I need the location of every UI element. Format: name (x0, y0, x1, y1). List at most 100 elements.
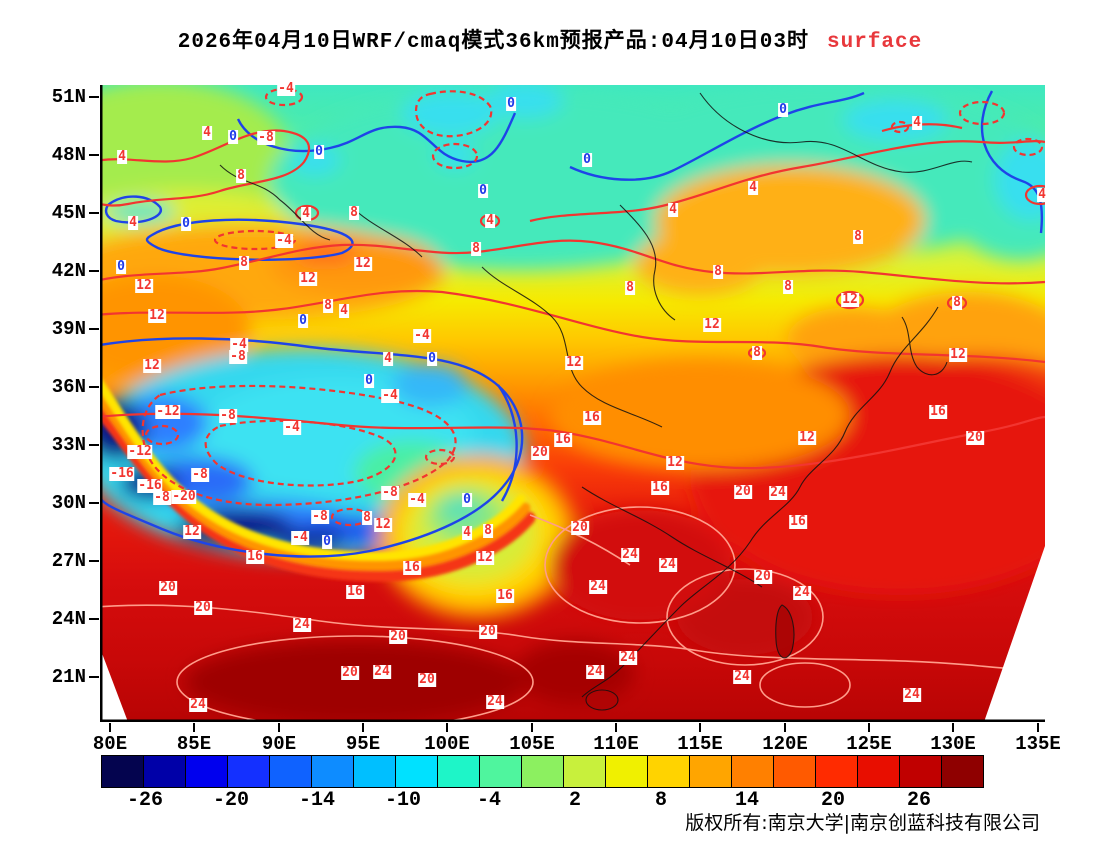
x-axis-line (100, 719, 1045, 722)
y-tick-label: 51N (51, 86, 86, 108)
contour-value-label: 16 (789, 514, 807, 529)
contour-value-label: 0 (322, 534, 332, 549)
contour-value-label: 12 (143, 358, 161, 373)
x-tick-label: 105E (509, 733, 555, 755)
y-tick-label: 30N (51, 492, 86, 514)
contour-value-label: 4 (117, 149, 127, 164)
contour-value-label: 12 (703, 317, 721, 332)
contour-value-label: 24 (589, 579, 607, 594)
contour-value-label: 12 (183, 524, 201, 539)
colorbar-cell (479, 755, 522, 788)
y-tick-mark (89, 328, 99, 330)
colorbar-cell (227, 755, 270, 788)
contour-value-label: 16 (496, 588, 514, 603)
colorbar-tick-label: 14 (734, 789, 760, 812)
contour-value-label: 0 (462, 492, 472, 507)
colorbar-cell (353, 755, 396, 788)
contour-value-label: 24 (621, 547, 639, 562)
contour-value-label: 20 (754, 569, 772, 584)
colorbar-cell (311, 755, 354, 788)
x-tick-label: 80E (92, 733, 128, 755)
contour-value-label: 0 (427, 351, 437, 366)
contour-value-label: 12 (476, 550, 494, 565)
contour-value-label: 24 (733, 669, 751, 684)
x-tick-mark (531, 723, 533, 732)
colorbar-tick-label: -10 (384, 789, 422, 812)
contour-value-label: 16 (346, 584, 364, 599)
colorbar-tick-label: 2 (568, 789, 582, 812)
temperature-contour-map (100, 85, 1045, 722)
contour-value-label: 8 (713, 264, 723, 279)
x-tick-label: 135E (1015, 733, 1061, 755)
hainan-island (585, 689, 619, 711)
colorbar-cell (521, 755, 564, 788)
x-tick-label: 120E (762, 733, 808, 755)
title-surface-tag: surface (827, 31, 923, 54)
x-tick-label: 130E (930, 733, 976, 755)
contour-value-label: -12 (155, 404, 181, 419)
y-tick-label: 33N (51, 434, 86, 456)
copyright-text: 版权所有:南京大学|南京创蓝科技有限公司 (685, 812, 1040, 834)
x-tick-mark (1037, 723, 1039, 732)
contour-value-label: 8 (952, 295, 962, 310)
contour-value-label: 16 (651, 480, 669, 495)
contour-value-label: 12 (135, 278, 153, 293)
contour-value-label: 8 (625, 280, 635, 295)
contour-value-label: 8 (349, 205, 359, 220)
contour-value-label: 24 (486, 694, 504, 709)
x-tick-label: 110E (593, 733, 639, 755)
y-tick-label: 45N (51, 202, 86, 224)
colorbar (101, 755, 984, 788)
contour-value-label: -16 (109, 466, 135, 481)
y-tick-label: 24N (51, 608, 86, 630)
colorbar-cell (647, 755, 690, 788)
contour-value-label: -16 (137, 478, 163, 493)
contour-value-label: 0 (314, 144, 324, 159)
contour-value-label: 8 (323, 298, 333, 313)
title-main: 2026年04月10日WRF/cmaq模式36km预报产品:04月10日03时 (177, 31, 810, 54)
colorbar-cell (395, 755, 438, 788)
contour-value-label: 24 (659, 557, 677, 572)
x-tick-label: 100E (424, 733, 470, 755)
contour-value-label: 12 (565, 355, 583, 370)
colorbar-tick-label: -20 (212, 789, 250, 812)
taiwan-island (775, 604, 795, 659)
contour-value-label: -8 (191, 467, 209, 482)
contour-value-label: -8 (153, 490, 171, 505)
contour-value-label: 20 (479, 624, 497, 639)
y-tick-label: 42N (51, 260, 86, 282)
x-tick-mark (446, 723, 448, 732)
contour-value-label: 12 (299, 271, 317, 286)
contour-value-label: 20 (159, 580, 177, 595)
contour-value-label: 8 (239, 255, 249, 270)
colorbar-cell (269, 755, 312, 788)
contour-value-label: 24 (793, 585, 811, 600)
colorbar-cell (605, 755, 648, 788)
colorbar-cell (689, 755, 732, 788)
x-tick-mark (615, 723, 617, 732)
x-tick-mark (362, 723, 364, 732)
contour-value-label: 4 (462, 525, 472, 540)
contour-value-label: 8 (362, 510, 372, 525)
colorbar-cell (773, 755, 816, 788)
contour-value-label: 12 (949, 347, 967, 362)
south-contours (100, 506, 1045, 722)
x-tick-label: 85E (176, 733, 212, 755)
colorbar-cell (437, 755, 480, 788)
zero-contours (100, 90, 1044, 558)
contour-value-label: -8 (311, 509, 329, 524)
contour-value-label: 20 (418, 672, 436, 687)
contour-value-label: 20 (531, 445, 549, 460)
contour-value-label: 24 (619, 650, 637, 665)
contour-value-label: 0 (116, 259, 126, 274)
colorbar-cell (857, 755, 900, 788)
contour-value-label: 0 (582, 152, 592, 167)
contour-value-label: 12 (798, 430, 816, 445)
contour-value-label: 8 (853, 229, 863, 244)
colorbar-tick-label: 20 (820, 789, 846, 812)
contour-value-label: 0 (228, 129, 238, 144)
contour-value-label: 8 (752, 345, 762, 360)
page-title: 2026年04月10日WRF/cmaq模式36km预报产品:04月10日03时 s… (0, 24, 1100, 54)
contour-value-label: -4 (381, 388, 399, 403)
y-tick-mark (89, 270, 99, 272)
